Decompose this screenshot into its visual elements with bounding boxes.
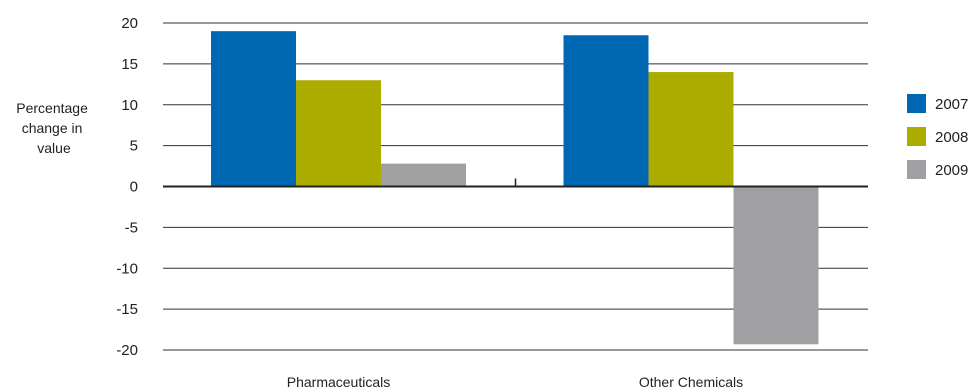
y-tick-label: 10 [121,97,138,114]
y-tick-label: -5 [125,219,138,236]
y-axis-label-line-2: change in [22,120,83,136]
category-label: Other Chemicals [639,374,743,390]
legend: 2007 2008 2009 [907,94,968,179]
legend-swatch-2009 [907,160,926,179]
legend-label-2007: 2007 [935,96,968,113]
y-tick-label: -20 [116,342,138,359]
y-tick-label: -15 [116,301,138,318]
bar-2008-pharmaceuticals [296,80,381,187]
y-axis-label-line-1: Percentage [16,100,88,116]
bar-2007-pharmaceuticals [211,31,296,187]
y-tick-label: 0 [130,179,138,196]
y-axis-label-line-3: value [37,140,71,156]
y-tick-label: 5 [130,138,138,155]
bar-2009-pharmaceuticals [381,163,466,187]
bar-2007-other-chemicals [563,35,649,187]
legend-label-2008: 2008 [935,129,968,146]
legend-swatch-2007 [907,94,926,113]
y-tick-label: -10 [116,260,138,277]
legend-swatch-2008 [907,127,926,146]
y-tick-label: 15 [121,56,138,73]
bars [211,31,819,345]
category-labels: Pharmaceuticals Other Chemicals [287,374,743,390]
legend-label-2009: 2009 [935,162,968,179]
y-axis-label: Percentage change in value [16,100,92,156]
y-axis-tick-labels: 20 15 10 5 0 -5 -10 -15 -20 [116,15,138,359]
category-label: Pharmaceuticals [287,374,391,390]
y-tick-label: 20 [121,15,138,32]
zero-axis [163,178,868,188]
bar-2009-other-chemicals [733,186,819,345]
bar-2008-other-chemicals [648,72,734,187]
